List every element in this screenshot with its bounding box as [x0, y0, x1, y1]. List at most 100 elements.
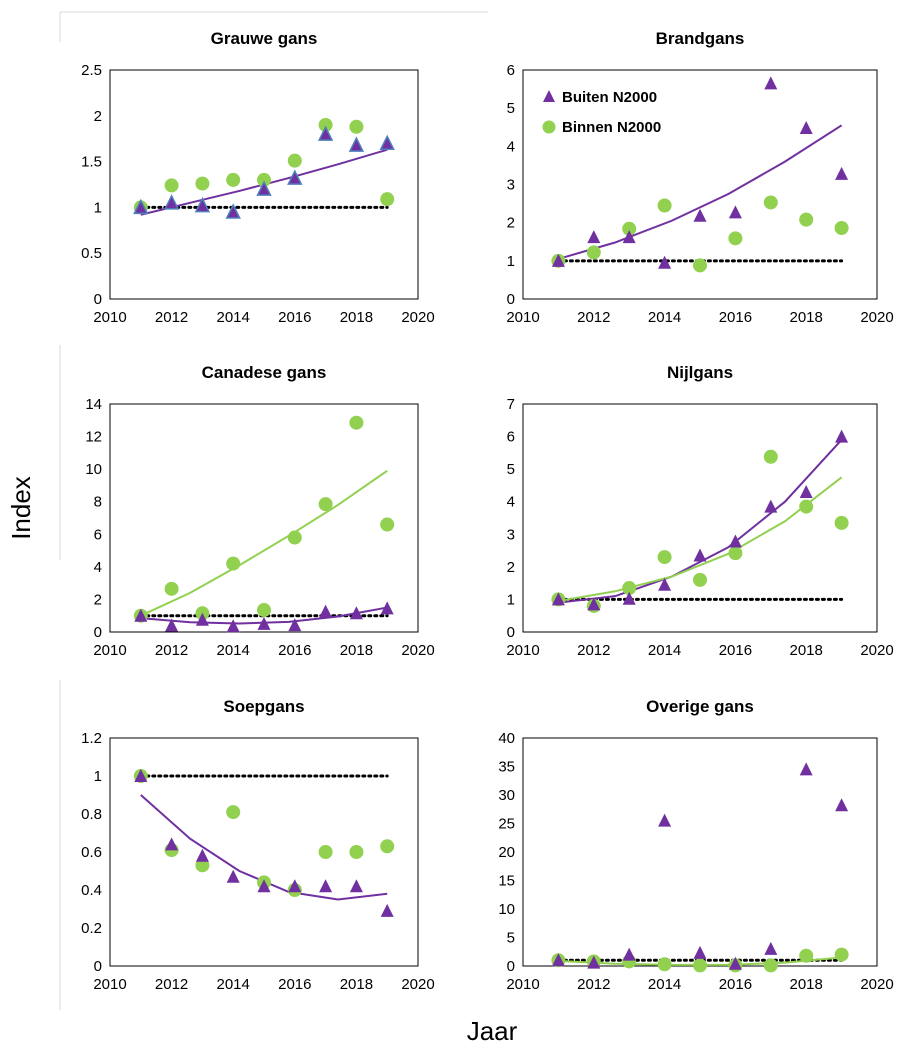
point-binnen — [834, 515, 849, 530]
x-tick-label: 2018 — [340, 642, 373, 659]
point-buiten — [728, 534, 742, 548]
panel-nijlgans: Nijlgans 0 1 2 3 4 5 6 7 2010 2012 2014 2016 2018 2020 — [506, 363, 893, 659]
point-buiten — [693, 945, 707, 959]
point-buiten — [225, 203, 241, 219]
y-tick-label: 15 — [498, 873, 515, 890]
panel-title: Brandgans — [656, 29, 745, 48]
panel-grauwe-gans: Grauwe gans 0 0.5 1 1.5 2 2.5 2010 2012 2014 2016 2… — [81, 29, 435, 326]
x-tick-label: 2020 — [401, 642, 434, 659]
point-binnen — [349, 415, 364, 430]
x-tick-label: 2016 — [719, 309, 752, 326]
y-tick-label: 3 — [507, 526, 515, 543]
point-binnen — [586, 245, 601, 260]
trend-line-buiten — [558, 439, 843, 604]
y-tick-label: 3 — [507, 177, 515, 194]
point-buiten — [226, 869, 240, 883]
y-tick-label: 1 — [507, 253, 515, 270]
point-buiten — [799, 762, 813, 776]
x-tick-label: 2010 — [506, 642, 539, 659]
point-binnen — [657, 198, 672, 213]
x-tick-label: 2018 — [790, 976, 823, 993]
x-tick-label: 2010 — [506, 309, 539, 326]
panel-title: Nijlgans — [667, 363, 733, 382]
x-tick-label: 2018 — [340, 976, 373, 993]
panel-frames — [59, 11, 488, 1010]
legend-marker-binnen — [542, 120, 556, 134]
y-tick-label: 4 — [94, 559, 102, 576]
panel-brandgans: Brandgans 0 1 2 3 4 5 6 2010 2012 2014 2016 2018 2020… — [506, 29, 893, 326]
y-tick-label: 12 — [85, 429, 102, 446]
x-tick-label: 2020 — [860, 976, 893, 993]
point-buiten — [349, 606, 363, 620]
x-tick-label: 2020 — [401, 976, 434, 993]
y-tick-label: 1 — [94, 199, 102, 216]
point-buiten — [257, 616, 271, 630]
point-binnen — [657, 550, 672, 565]
point-buiten — [764, 499, 778, 513]
point-buiten — [835, 166, 849, 180]
point-buiten — [165, 618, 179, 632]
point-binnen — [834, 221, 849, 236]
y-tick-label: 2 — [507, 215, 515, 232]
point-buiten — [799, 484, 813, 498]
point-binnen — [226, 172, 241, 187]
y-tick-label: 1.2 — [81, 730, 102, 747]
y-tick-label: 5 — [507, 930, 515, 947]
x-tick-label: 2012 — [577, 976, 610, 993]
y-tick-label: 0 — [507, 958, 515, 975]
panel-soepgans: Soepgans 0 0.2 0.4 0.6 0.8 1 1.2 2010 2012 2014 201… — [81, 697, 435, 993]
panel-overige-gans: Overige gans 0 5 10 15 20 25 30 35 40 2010 2012 2014… — [498, 697, 893, 993]
plot-area — [522, 737, 878, 967]
point-binnen — [257, 603, 271, 618]
point-buiten — [835, 798, 849, 812]
y-tick-label: 10 — [498, 901, 515, 918]
y-tick-label: 1.5 — [81, 154, 102, 171]
x-tick-label: 2012 — [155, 309, 188, 326]
point-binnen — [799, 212, 814, 227]
point-buiten — [133, 198, 149, 215]
point-binnen — [799, 499, 814, 514]
x-tick-label: 2012 — [155, 976, 188, 993]
y-axis-label: Index — [6, 476, 36, 540]
y-tick-label: 6 — [507, 62, 515, 79]
point-buiten — [256, 180, 272, 196]
y-tick-label: 6 — [94, 526, 102, 543]
point-buiten — [658, 813, 672, 827]
trend-line-binnen — [140, 469, 388, 617]
x-axis-label: Jaar — [467, 1016, 518, 1046]
point-buiten — [288, 618, 302, 632]
point-binnen — [349, 845, 364, 859]
x-tick-label: 2014 — [217, 309, 250, 326]
legend: Buiten N2000 Binnen N2000 — [542, 89, 661, 136]
point-buiten — [551, 953, 565, 967]
plot-area — [109, 69, 419, 300]
point-binnen — [693, 958, 707, 973]
plot-area — [522, 403, 878, 633]
point-buiten — [379, 134, 395, 151]
x-tick-label: 2016 — [278, 976, 311, 993]
y-tick-label: 0.8 — [81, 806, 102, 823]
point-buiten — [728, 956, 742, 970]
point-buiten — [380, 903, 394, 917]
point-buiten — [764, 941, 778, 955]
x-tick-label: 2010 — [506, 976, 539, 993]
point-binnen — [380, 517, 395, 532]
point-buiten — [551, 592, 565, 606]
point-buiten — [163, 194, 180, 210]
y-tick-label: 4 — [507, 138, 515, 155]
point-buiten — [587, 597, 601, 611]
point-buiten — [195, 612, 209, 626]
point-buiten — [693, 208, 707, 222]
point-buiten — [622, 947, 636, 961]
point-buiten — [287, 169, 303, 185]
x-tick-label: 2014 — [648, 642, 681, 659]
y-tick-label: 4 — [507, 494, 515, 511]
point-buiten — [134, 769, 148, 782]
point-binnen — [226, 805, 241, 820]
legend-label-buiten: Buiten N2000 — [562, 89, 657, 106]
y-tick-label: 0.2 — [81, 920, 102, 937]
y-tick-label: 0.5 — [81, 245, 102, 262]
panel-title: Canadese gans — [202, 363, 327, 382]
point-buiten — [693, 548, 707, 562]
